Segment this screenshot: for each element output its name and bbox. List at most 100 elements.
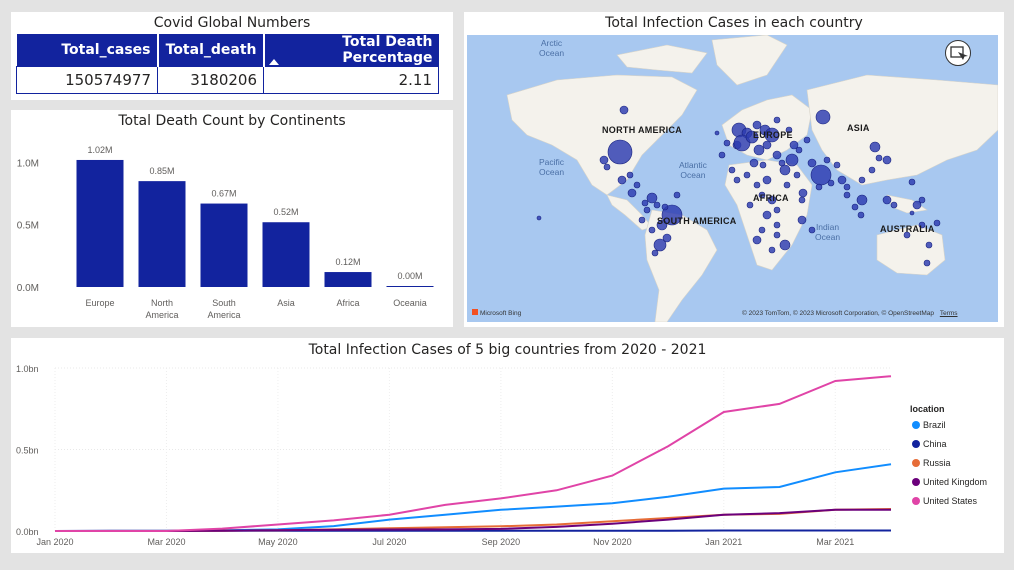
world-map[interactable]: NORTH AMERICA EUROPE ASIA AFRICA SOUTH A… bbox=[467, 35, 998, 322]
country-bubble[interactable] bbox=[903, 231, 911, 239]
country-bubble[interactable] bbox=[723, 139, 731, 147]
country-bubble[interactable] bbox=[798, 196, 806, 204]
country-bubble[interactable] bbox=[837, 175, 847, 185]
country-bubble[interactable] bbox=[661, 203, 669, 211]
bar-africa[interactable] bbox=[324, 272, 372, 287]
country-bubble[interactable] bbox=[933, 219, 941, 227]
col-total-cases[interactable]: Total_cases bbox=[16, 34, 159, 67]
country-bubble[interactable] bbox=[603, 163, 611, 171]
country-bubble[interactable] bbox=[656, 219, 668, 231]
country-bubble[interactable] bbox=[745, 130, 759, 144]
country-bubble[interactable] bbox=[772, 150, 782, 160]
country-bubble[interactable] bbox=[648, 226, 656, 234]
legend-item-china[interactable]: China bbox=[912, 439, 947, 449]
country-bubble[interactable] bbox=[827, 179, 835, 187]
country-bubble[interactable] bbox=[673, 191, 681, 199]
country-bubble[interactable] bbox=[923, 259, 931, 267]
country-bubble[interactable] bbox=[797, 215, 807, 225]
country-bubbles[interactable] bbox=[536, 105, 941, 267]
country-bubble[interactable] bbox=[773, 116, 781, 124]
country-bubble[interactable] bbox=[918, 221, 926, 229]
country-bubble[interactable] bbox=[808, 226, 816, 234]
country-bubble[interactable] bbox=[617, 175, 627, 185]
country-bubble[interactable] bbox=[753, 144, 765, 156]
legend-item-russia[interactable]: Russia bbox=[912, 458, 951, 468]
series-line-united-kingdom[interactable] bbox=[55, 508, 891, 532]
country-bubble[interactable] bbox=[783, 181, 791, 189]
country-bubble[interactable] bbox=[785, 126, 793, 134]
country-bubble[interactable] bbox=[743, 171, 751, 179]
country-bubble[interactable] bbox=[882, 195, 892, 205]
legend-item-united-states[interactable]: United States bbox=[912, 496, 977, 506]
country-bubble[interactable] bbox=[851, 203, 859, 211]
country-bubble[interactable] bbox=[807, 158, 817, 168]
country-bubble[interactable] bbox=[882, 155, 892, 165]
country-bubble[interactable] bbox=[758, 191, 766, 199]
country-bubble[interactable] bbox=[662, 233, 672, 243]
country-bubble[interactable] bbox=[869, 141, 881, 153]
country-bubble[interactable] bbox=[746, 201, 754, 209]
country-bubble[interactable] bbox=[773, 206, 781, 214]
country-bubble[interactable] bbox=[728, 166, 736, 174]
country-bubble[interactable] bbox=[643, 206, 651, 214]
legend-item-brazil[interactable]: Brazil bbox=[912, 420, 946, 430]
country-bubble[interactable] bbox=[908, 178, 916, 186]
country-bubble[interactable] bbox=[646, 192, 658, 204]
country-bubble[interactable] bbox=[912, 200, 922, 210]
country-bubble[interactable] bbox=[779, 239, 791, 251]
country-bubble[interactable] bbox=[619, 105, 629, 115]
country-bubble[interactable] bbox=[773, 231, 781, 239]
country-bubble[interactable] bbox=[633, 181, 641, 189]
bar-south-america[interactable] bbox=[200, 203, 248, 287]
country-bubble[interactable] bbox=[793, 171, 801, 179]
bar-north-america[interactable] bbox=[138, 181, 186, 287]
country-bubble[interactable] bbox=[925, 241, 933, 249]
country-bubble[interactable] bbox=[607, 139, 633, 165]
country-bubble[interactable] bbox=[758, 226, 766, 234]
country-bubble[interactable] bbox=[752, 120, 762, 130]
country-bubble[interactable] bbox=[909, 210, 915, 216]
country-bubble[interactable] bbox=[823, 156, 831, 164]
country-bubble[interactable] bbox=[762, 210, 772, 220]
country-bubble[interactable] bbox=[599, 155, 609, 165]
country-bubble[interactable] bbox=[843, 191, 851, 199]
country-bubble[interactable] bbox=[779, 164, 791, 176]
country-bubble[interactable] bbox=[773, 221, 781, 229]
country-bubble[interactable] bbox=[857, 211, 865, 219]
country-bubble[interactable] bbox=[718, 151, 726, 159]
country-bubble[interactable] bbox=[641, 199, 649, 207]
series-line-united-states[interactable] bbox=[55, 375, 892, 532]
country-bubble[interactable] bbox=[918, 196, 926, 204]
country-bubble[interactable] bbox=[714, 130, 720, 136]
country-bubble[interactable] bbox=[768, 246, 776, 254]
country-bubble[interactable] bbox=[759, 161, 767, 169]
country-bubble[interactable] bbox=[536, 215, 542, 221]
country-bubble[interactable] bbox=[653, 238, 667, 252]
country-bubble[interactable] bbox=[764, 127, 780, 143]
terms-link[interactable]: Terms bbox=[939, 310, 958, 317]
country-bubble[interactable] bbox=[795, 146, 803, 154]
country-bubble[interactable] bbox=[753, 181, 761, 189]
country-bubble[interactable] bbox=[762, 175, 772, 185]
country-bubble[interactable] bbox=[856, 194, 868, 206]
country-bubble[interactable] bbox=[733, 134, 751, 152]
country-bubble[interactable] bbox=[762, 140, 772, 150]
series-line-brazil[interactable] bbox=[55, 463, 892, 532]
legend-item-united-kingdom[interactable]: United Kingdom bbox=[912, 477, 987, 487]
col-death-percentage[interactable]: Total Death Percentage bbox=[263, 34, 439, 67]
country-bubble[interactable] bbox=[815, 109, 831, 125]
country-bubble[interactable] bbox=[875, 154, 883, 162]
col-total-death[interactable]: Total_death bbox=[157, 34, 265, 67]
country-bubble[interactable] bbox=[653, 201, 661, 209]
country-bubble[interactable] bbox=[833, 161, 841, 169]
country-bubble[interactable] bbox=[626, 171, 634, 179]
country-bubble[interactable] bbox=[627, 188, 637, 198]
bar-europe[interactable] bbox=[76, 159, 124, 287]
country-bubble[interactable] bbox=[638, 216, 646, 224]
bar-oceania[interactable] bbox=[386, 286, 434, 287]
country-bubble[interactable] bbox=[767, 195, 777, 205]
bar-asia[interactable] bbox=[262, 222, 310, 287]
country-bubble[interactable] bbox=[868, 166, 876, 174]
country-bubble[interactable] bbox=[858, 176, 866, 184]
focus-mode-button[interactable] bbox=[945, 40, 971, 66]
